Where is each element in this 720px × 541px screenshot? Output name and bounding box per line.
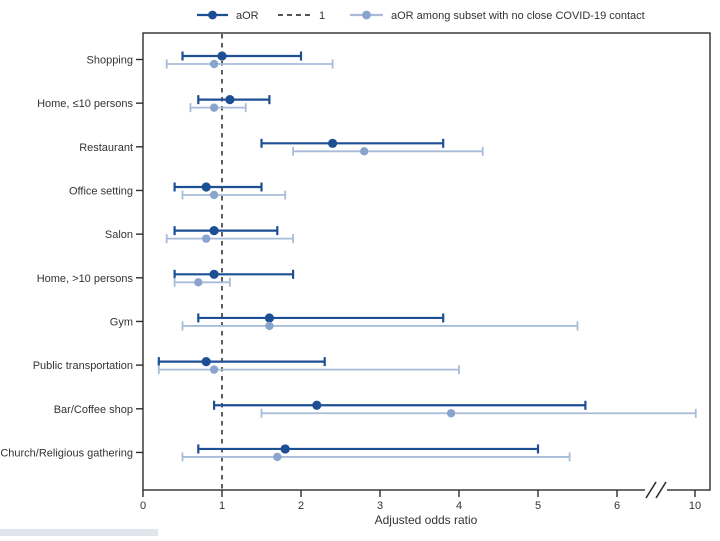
x-tick-label: 4 — [456, 500, 462, 512]
data-point-dot — [328, 138, 338, 148]
category-label: Gym — [110, 316, 133, 328]
x-tick-label: 1 — [219, 500, 225, 512]
legend-label-aor: aOR — [236, 10, 259, 22]
data-point-dot — [280, 444, 290, 454]
data-point-dot — [209, 190, 219, 200]
data-point-dot — [201, 357, 211, 367]
legend-label-reference: 1 — [319, 10, 325, 22]
data-point-dot — [217, 51, 227, 61]
data-point-dot — [209, 103, 219, 112]
legend-sample-dot — [362, 10, 371, 20]
category-label: Shopping — [87, 55, 134, 67]
x-tick-label: 3 — [377, 500, 383, 512]
category-label: Salon — [105, 229, 133, 241]
data-point-dot — [209, 269, 219, 279]
plot-frame — [142, 32, 711, 491]
axis-break-gap — [645, 485, 667, 495]
data-point-dot — [273, 452, 282, 462]
x-tick-label: 5 — [535, 500, 541, 512]
data-point-dot — [201, 182, 211, 192]
data-point-dot — [360, 147, 369, 156]
category-label: Home, >10 persons — [37, 273, 134, 285]
data-point-dot — [209, 59, 219, 69]
category-label: Home, ≤10 persons — [37, 98, 133, 110]
data-point-dot — [265, 321, 274, 331]
data-point-dot — [202, 234, 211, 243]
x-tick-label: 6 — [614, 500, 620, 512]
legend-label-subset: aOR among subset with no close COVID-19 … — [391, 10, 645, 22]
data-point-dot — [194, 278, 203, 287]
data-point-dot — [209, 365, 219, 374]
data-point-dot — [312, 400, 322, 410]
x-tick-label: 2 — [298, 500, 304, 512]
data-point-dot — [446, 409, 456, 418]
category-label: Church/Religious gathering — [0, 447, 133, 459]
data-point-dot — [209, 226, 219, 236]
category-label: Restaurant — [79, 142, 133, 154]
bottom-left-artifact — [0, 529, 158, 536]
x-axis-title: Adjusted odds ratio — [375, 513, 478, 527]
axis-break-slash — [645, 481, 657, 499]
legend-sample-dot — [208, 10, 217, 20]
category-label: Bar/Coffee shop — [54, 404, 133, 416]
data-point-dot — [264, 313, 274, 323]
axis-break-slash — [655, 481, 667, 499]
x-tick-label: 0 — [140, 500, 146, 512]
x-tick-label: 10 — [689, 500, 701, 512]
data-point-dot — [225, 95, 235, 105]
category-label: Office setting — [69, 185, 133, 197]
category-label: Public transportation — [33, 360, 133, 372]
plot-content: 0 1 2 3 4 5 6 10 Shopping Home, ≤10 persons Restau… — [0, 10, 711, 512]
